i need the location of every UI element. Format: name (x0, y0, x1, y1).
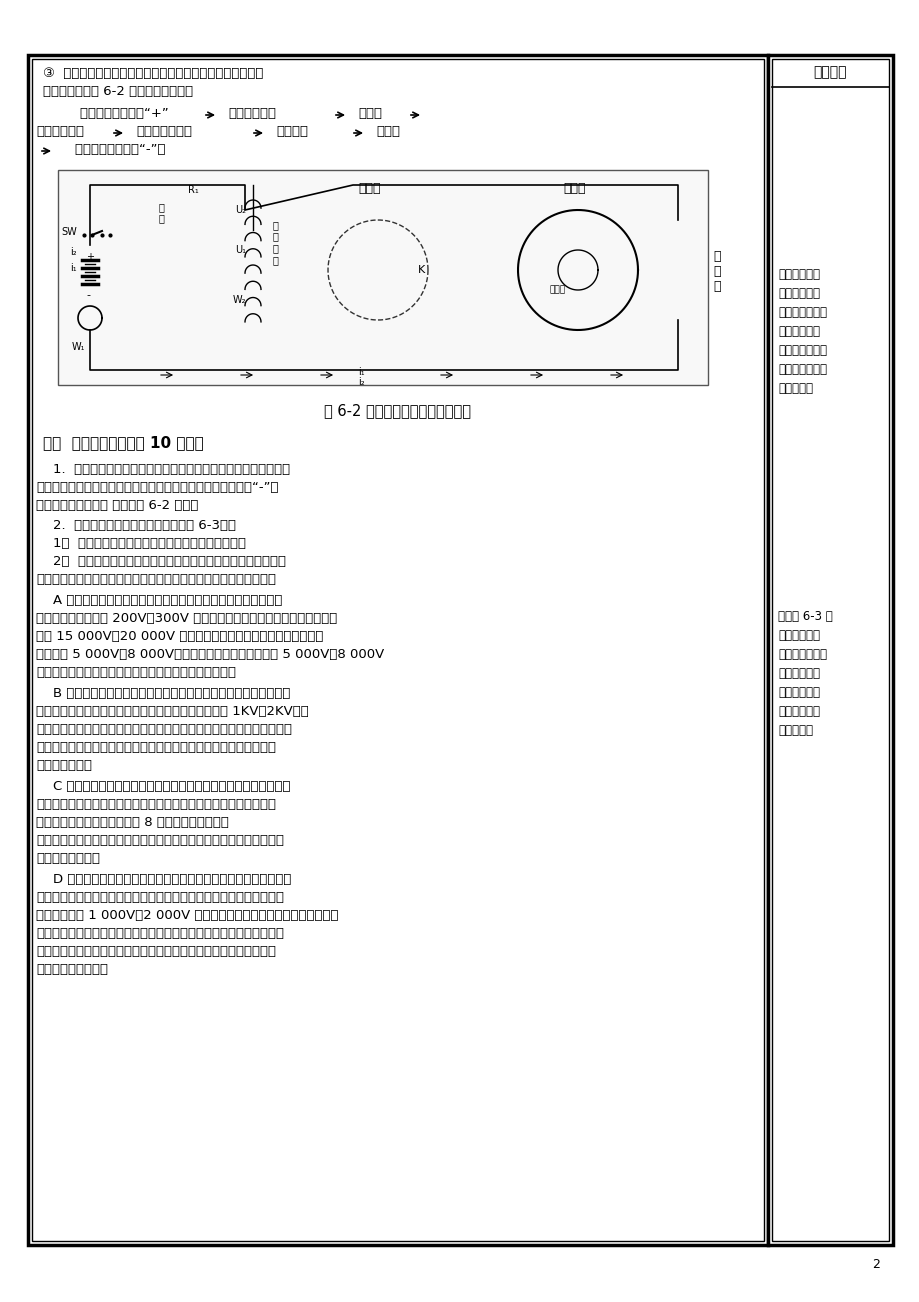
Text: 过程中因次级绕组与分布电容构成衰减振荡回路因此次级波形变化区: 过程中因次级绕组与分布电容构成衰减振荡回路因此次级波形变化区 (36, 945, 276, 958)
Text: 点火线圈次级绕组“-”。: 点火线圈次级绕组“-”。 (58, 143, 165, 156)
Text: 分电器盖: 分电器盖 (276, 125, 308, 138)
Text: 学习效果。: 学习效果。 (777, 381, 812, 395)
Text: 属低频振荡曲线，低频振荡完毕，低压波形指示出灯弧电容承受的蓄电: 属低频振荡曲线，低频振荡完毕，低压波形指示出灯弧电容承受的蓄电 (36, 835, 284, 848)
Text: K: K (417, 266, 425, 275)
Text: 三、  电火电压波形（约 10 分钟）: 三、 电火电压波形（约 10 分钟） (43, 435, 203, 450)
Text: 开: 开 (159, 202, 165, 212)
Text: A 区为跳火区：此时断触点将初级电流切断，线圈铁心磁通骇然: A 区为跳火区：此时断触点将初级电流切断，线圈铁心磁通骇然 (36, 594, 282, 607)
Bar (32, 59, 763, 1241)
Text: 消失时初始自感应出 200V～300V 的电动势。由于次级圈数多，因此次级感: 消失时初始自感应出 200V～300V 的电动势。由于次级圈数多，因此次级感 (36, 612, 337, 625)
Text: B 区为燃烧区：继跳火波后，火花塞电极间混合气已充分电离形成: B 区为燃烧区：继跳火波后，火花塞电极间混合气已充分电离形成 (36, 687, 290, 700)
Text: +: + (85, 253, 94, 262)
Text: 起动机副开关: 起动机副开关 (228, 107, 276, 120)
Text: 蓄电池: 蓄电池 (357, 107, 381, 120)
Bar (202, 193, 230, 203)
Text: 次级电压随时间变化的曲线。电火信号检测点分别为点火线圈“-”线: 次级电压随时间变化的曲线。电火信号检测点分别为点火线圈“-”线 (36, 480, 278, 493)
Text: 上，利用直观教: 上，利用直观教 (777, 306, 826, 319)
Text: -: - (85, 290, 90, 299)
Text: U₂: U₂ (234, 204, 245, 215)
Text: 电压仅为 5 000V～8 000V，因此跳火次级电压仅上升至 5 000V～8 000V: 电压仅为 5 000V～8 000V，因此跳火次级电压仅上升至 5 000V～8… (36, 648, 384, 661)
Text: 参照图 6-3 详: 参照图 6-3 详 (777, 611, 832, 622)
Bar (771, 59, 888, 1241)
Text: W₁: W₁ (72, 342, 85, 352)
Text: 利用视频展台: 利用视频展台 (777, 268, 819, 281)
Text: 授课说明: 授课说明 (812, 65, 845, 79)
Bar (158, 201, 180, 223)
Text: SW: SW (61, 227, 76, 237)
Text: 课堂气氛，提高: 课堂气氛，提高 (777, 363, 826, 376)
Text: 火花塞侧电极: 火花塞侧电极 (36, 125, 84, 138)
Text: 和学生共同分: 和学生共同分 (777, 667, 819, 680)
Text: 了电火通道，电极间维持电火的电动势显著下降，仅需 1KV～2KV，点: 了电火通道，电极间维持电火的电动势显著下降，仅需 1KV～2KV，点 (36, 704, 309, 717)
Text: 图 6-2 传统点火系工作原理示意图: 图 6-2 传统点火系工作原理示意图 (324, 404, 471, 418)
Text: 形成回路。如图 6-2 中虚线箭头所示：: 形成回路。如图 6-2 中虚线箭头所示： (43, 85, 193, 98)
Text: C 区为振荡区：燃烧区后，电弧中断，点火线圈剩余能量从初级绕: C 区为振荡区：燃烧区后，电弧中断，点火线圈剩余能量从初级绕 (36, 780, 290, 793)
Text: 点火线圈次级绕组“+”: 点火线圈次级绕组“+” (62, 107, 168, 120)
Text: 似，塑剂振荡波可负脉冲多达 8 个）。这些振荡曲线: 似，塑剂振荡波可负脉冲多达 8 个）。这些振荡曲线 (36, 816, 229, 829)
Text: 波形曲线的这一平台线常称火线，实验证明，电感放电的持续时间，: 波形曲线的这一平台线常称火线，实验证明，电感放电的持续时间， (36, 741, 276, 754)
Text: R₁: R₁ (187, 185, 199, 195)
Text: ③  触点张开瞬间，点火线圈次级电流也经附加电阻短路开关: ③ 触点张开瞬间，点火线圈次级电流也经附加电阻短路开关 (43, 66, 263, 79)
Text: 断电器: 断电器 (357, 182, 380, 195)
Text: 便不再上升。波形曲线中这段陶直降线，通常称跳火线。: 便不再上升。波形曲线中这段陶直降线，通常称跳火线。 (36, 667, 236, 680)
Text: i₁: i₁ (70, 263, 76, 273)
Text: U₁: U₁ (234, 245, 245, 255)
Text: 电流，此过程初级绕组线产生了与蓄电池电压方向相反的感应电压，次: 电流，此过程初级绕组线产生了与蓄电池电压方向相反的感应电压，次 (36, 891, 284, 904)
Text: D 区为闭合区：触点闭合，低压波形有电容电压变到零。初级形成: D 区为闭合区：触点闭合，低压波形有电容电压变到零。初级形成 (36, 874, 291, 885)
Text: 把图投在屏幕: 把图投在屏幕 (777, 286, 819, 299)
Text: 关: 关 (159, 214, 165, 223)
Text: 感官认识，活跃: 感官认识，活跃 (777, 344, 826, 357)
Bar (767, 55, 892, 1245)
Text: 柱及高压中心引线， 位置如图 6-2 所示。: 柱及高压中心引线， 位置如图 6-2 所示。 (36, 499, 199, 512)
Text: 应出 15 000V～20 000V 的高压电。由于正常间随下的火花塞击穿: 应出 15 000V～20 000V 的高压电。由于正常间随下的火花塞击穿 (36, 630, 323, 643)
Text: 1）  两个阶段：是指触点闭合阶段和触点张开阶段。: 1） 两个阶段：是指触点闭合阶段和触点张开阶段。 (36, 536, 245, 549)
Text: 细讲解点火波: 细讲解点火波 (777, 629, 819, 642)
Text: 级绕组感应出 1 000V～2 000V 的电动势。随着初级电流按指数规律上升: 级绕组感应出 1 000V～2 000V 的电动势。随着初级电流按指数规律上升 (36, 909, 338, 922)
Text: 段有振荡形状存在。: 段有振荡形状存在。 (36, 963, 108, 976)
Text: i₂: i₂ (357, 378, 364, 387)
Text: 析符合要求正: 析符合要求正 (777, 686, 819, 699)
Text: 2: 2 (871, 1258, 879, 1271)
Text: 2）  四个区及规律曲线：指跳火区、燃烧区、振荡区和闭合区。: 2） 四个区及规律曲线：指跳火区、燃烧区、振荡区和闭合区。 (36, 555, 286, 568)
Text: 2.  单缸次级电压点火波形组成（如图 6-3）：: 2. 单缸次级电压点火波形组成（如图 6-3）： (36, 519, 236, 533)
Text: 每个区有一条相应规律曲线所对应跳火线、火线、振荡线、闭合线。: 每个区有一条相应规律曲线所对应跳火线、火线、振荡线、闭合线。 (36, 573, 276, 586)
Text: W₂: W₂ (233, 296, 246, 305)
Text: 配电器: 配电器 (562, 182, 584, 195)
Text: 至稳定値，次级电压也从正方向最大値按指数趋势减少至零。在此变化: 至稳定値，次级电压也从正方向最大値按指数趋势减少至零。在此变化 (36, 927, 284, 940)
Text: i₂: i₂ (70, 247, 76, 256)
Text: 分火头: 分火头 (376, 125, 400, 138)
Text: 学增强学生的: 学增强学生的 (777, 326, 819, 339)
Bar (58, 171, 708, 385)
Text: 火花塞中心电极: 火花塞中心电极 (136, 125, 192, 138)
Text: 配电器: 配电器 (550, 285, 565, 294)
Text: 点火性能越好。: 点火性能越好。 (36, 759, 92, 772)
Text: 常点火波形曲: 常点火波形曲 (777, 704, 819, 717)
Text: 形分布的规律。: 形分布的规律。 (777, 648, 826, 661)
Bar (28, 55, 767, 1245)
Text: 1.  点火波形：是指由汽车专用示波器显示的点火线圈初级电压、: 1. 点火波形：是指由汽车专用示波器显示的点火线圈初级电压、 (36, 464, 289, 477)
Text: 火线圈的其余能量就沿着电离的火花塞间隙慢慢放电，形成电感放电期。: 火线圈的其余能量就沿着电离的火花塞间隙慢慢放电，形成电感放电期。 (36, 723, 291, 736)
Text: 火
花
塞: 火 花 塞 (712, 250, 720, 293)
Text: 点
火
线
圈: 点 火 线 圈 (273, 220, 278, 264)
Text: 组与灯弧电容组成的衰减振荡回路释放。此时初级波形与次级波形相: 组与灯弧电容组成的衰减振荡回路释放。此时初级波形与次级波形相 (36, 798, 276, 811)
Text: 线的特征。: 线的特征。 (777, 724, 812, 737)
Text: i₁: i₁ (357, 367, 364, 378)
Text: 池或发电机电压。: 池或发电机电压。 (36, 852, 100, 865)
